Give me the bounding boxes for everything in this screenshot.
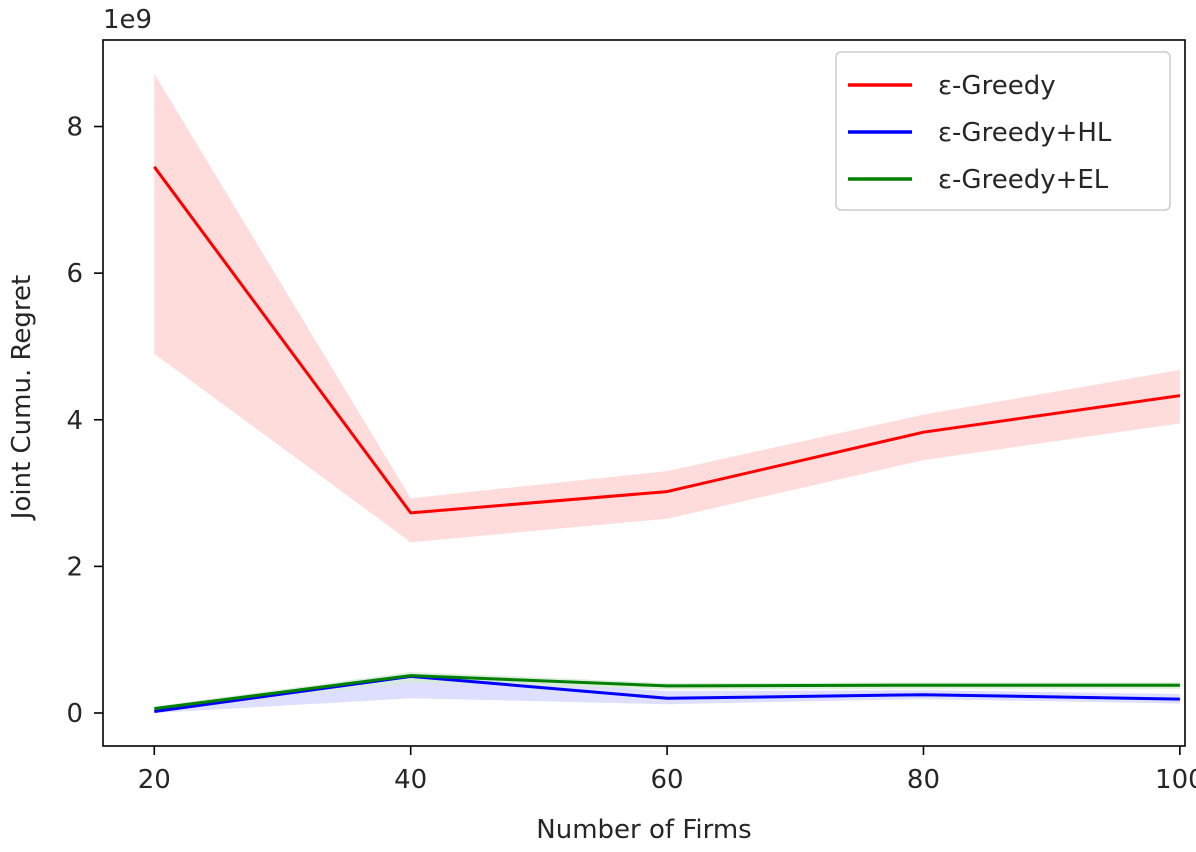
- y-axis-title: Joint Cumu. Regret: [7, 275, 37, 521]
- legend-label: ε-Greedy+HL: [938, 118, 1112, 148]
- x-tick-label: 40: [394, 765, 427, 795]
- confidence-band-0: [154, 73, 1180, 543]
- x-tick-label: 60: [651, 765, 684, 795]
- legend-items: ε-Greedy ε-Greedy+HL ε-Greedy+EL: [848, 71, 1112, 195]
- legend: ε-Greedy ε-Greedy+HL ε-Greedy+EL: [835, 51, 1171, 211]
- confidence-band-2: [154, 672, 1180, 711]
- y-tick-label: 8: [66, 113, 83, 143]
- x-axis-ticks: 20 40 60 80 100: [138, 746, 1196, 795]
- plot-frame: [102, 39, 1186, 747]
- y-offset-label: 1e9: [103, 5, 152, 35]
- legend-label: ε-Greedy: [938, 71, 1056, 101]
- y-axis-ticks: 0 2 4 6 8: [66, 113, 103, 729]
- series-line-0: [153, 165, 1181, 515]
- y-tick-label: 0: [66, 699, 83, 729]
- y-tick-label: 4: [66, 406, 83, 436]
- series-line-2: [154, 674, 1180, 711]
- x-tick-label: 80: [907, 765, 940, 795]
- x-tick-label: 20: [138, 765, 171, 795]
- series-lines: [153, 165, 1181, 713]
- legend-label: ε-Greedy+EL: [938, 165, 1109, 195]
- y-tick-label: 6: [66, 259, 83, 289]
- confidence-bands: [154, 73, 1180, 713]
- x-tick-label: 100: [1155, 765, 1196, 795]
- y-tick-label: 2: [66, 552, 83, 582]
- confidence-band-1: [154, 674, 1180, 713]
- legend-box: [835, 51, 1171, 211]
- x-axis-title: Number of Firms: [536, 815, 751, 845]
